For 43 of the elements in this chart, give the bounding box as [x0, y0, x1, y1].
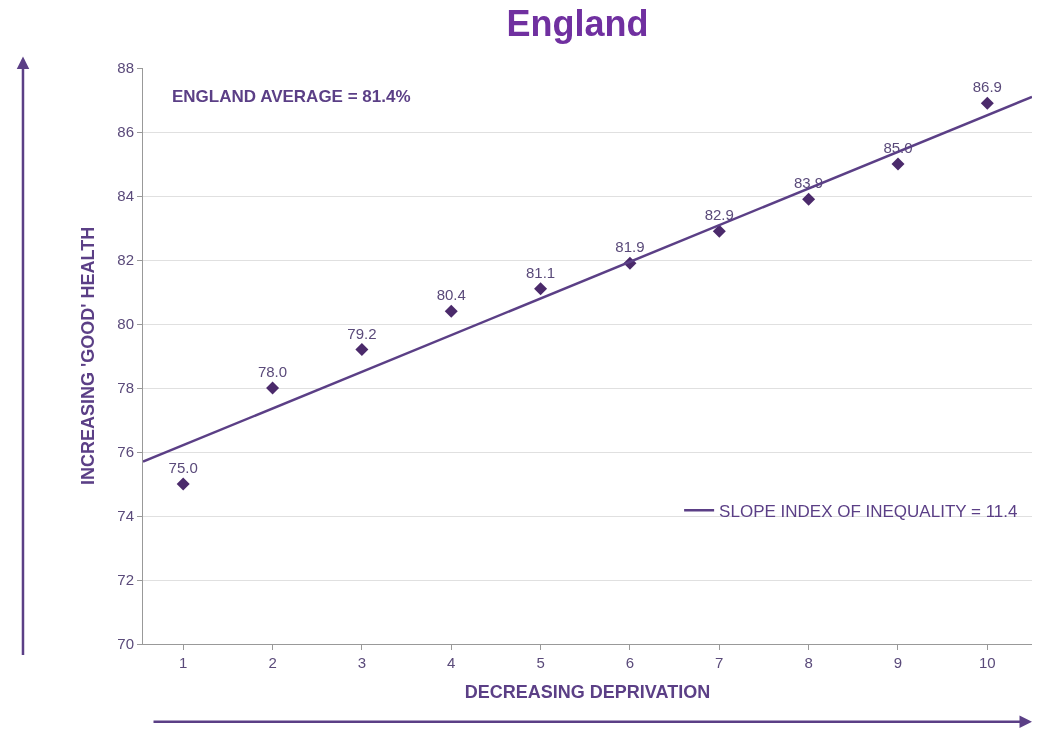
point: [176, 477, 190, 491]
x-tick-label: 2: [268, 654, 277, 671]
y-axis-title: INCREASING 'GOOD' HEALTH: [77, 226, 98, 486]
point: [355, 343, 369, 357]
y-tick-label: 88: [117, 59, 134, 77]
chart-title: England: [506, 3, 649, 45]
data-label: 78.0: [257, 363, 288, 380]
x-tick-label: 10: [978, 654, 996, 671]
data-label: 81.9: [615, 238, 645, 256]
y-tick-label: 70: [117, 635, 134, 653]
data-label: 81.1: [525, 263, 556, 281]
y-tick-label: 78: [117, 379, 134, 397]
y-tick-label: 74: [117, 507, 134, 525]
x-tick-label: 6: [625, 654, 635, 671]
point: [266, 381, 280, 395]
y-tick-label: 76: [117, 443, 134, 461]
point: [980, 96, 994, 110]
x-tick-label: 9: [893, 654, 903, 671]
data-label: 86.9: [972, 78, 1002, 96]
x-axis-title: DECREASING DEPRIVATION: [464, 682, 711, 703]
y-tick-label: 80: [117, 315, 134, 333]
x-tick-label: 5: [536, 654, 545, 671]
point: [534, 282, 548, 296]
data-label: 79.2: [347, 324, 377, 342]
point: [444, 304, 458, 318]
data-label: 83.9: [794, 174, 824, 192]
legend-label: SLOPE INDEX OF INEQUALITY = 11.4: [719, 501, 1018, 521]
data-label: 80.4: [436, 286, 466, 304]
x-tick-label: 7: [715, 654, 724, 671]
x-tick-label: 4: [447, 654, 456, 671]
x-tick-label: 1: [179, 654, 188, 671]
x-tick-label: 3: [357, 654, 367, 671]
point: [891, 157, 905, 171]
point: [802, 192, 816, 206]
data-label: 82.9: [704, 206, 734, 224]
y-tick-label: 84: [117, 187, 134, 205]
annotation: ENGLAND AVERAGE = 81.4%: [172, 87, 411, 106]
data-label: 75.0: [168, 459, 198, 476]
y-tick-label: 82: [117, 251, 134, 269]
x-tick-label: 8: [804, 654, 813, 671]
y-tick-label: 72: [117, 571, 134, 589]
point: [712, 224, 726, 238]
y-tick-label: 86: [117, 123, 134, 141]
